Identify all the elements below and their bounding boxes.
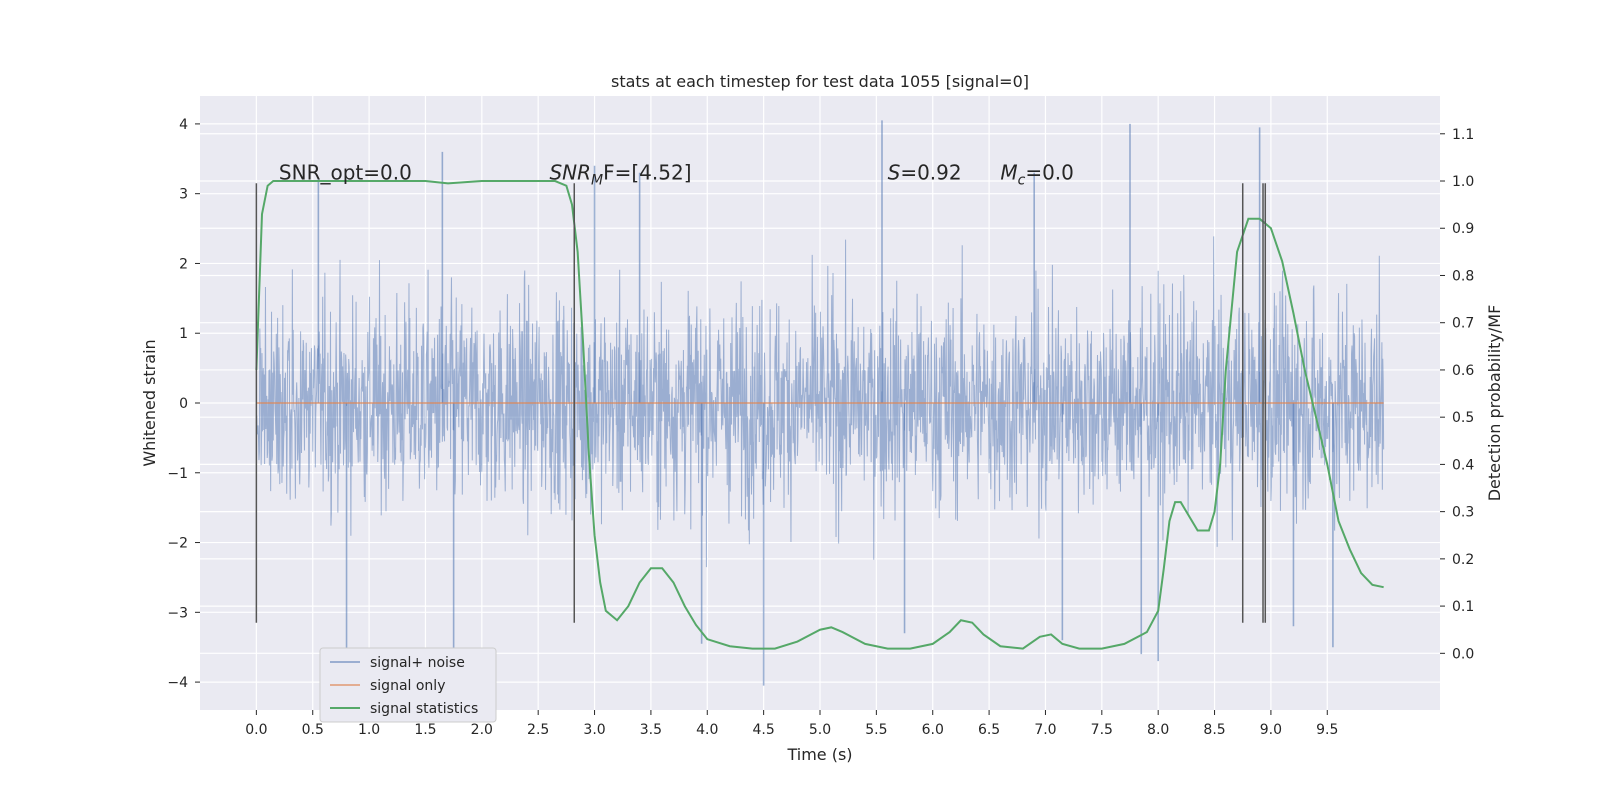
vertical-markers [255, 183, 1267, 623]
series-signal-noise [255, 236, 1385, 568]
y-tick-label: −2 [167, 536, 188, 552]
x-axis-label: Time (s) [786, 745, 852, 764]
x-tick-label: 7.5 [1091, 722, 1113, 738]
x-tick-label: 3.5 [640, 722, 662, 738]
x-tick-label: 4.0 [696, 722, 718, 738]
y2-tick-label: 0.1 [1452, 599, 1474, 615]
x-tick-label: 1.5 [414, 722, 436, 738]
x-tick-label: 8.5 [1203, 722, 1225, 738]
x-tick-label: 5.0 [809, 722, 831, 738]
legend-label-signal-statistics: signal statistics [370, 701, 478, 717]
y-tick-label: 3 [179, 187, 188, 203]
x-tick-label: 6.0 [922, 722, 944, 738]
axis-ticks: 0.0 0.5 1.0 1.5 2.0 2.5 3.0 3.5 4.0 4.5 5.0 5.5 6.0 6… [167, 117, 1474, 738]
y2-tick-label: 1.1 [1452, 127, 1474, 143]
x-tick-label: 8.0 [1147, 722, 1169, 738]
series-signal-statistics [255, 180, 1384, 650]
y2-axis-label: Detection probability/MF [1485, 305, 1504, 502]
x-tick-label: 5.5 [865, 722, 887, 738]
y2-tick-label: 0.8 [1452, 268, 1474, 284]
x-tick-label: 7.0 [1034, 722, 1056, 738]
annotations: SNR_opt=0.0 SNRMF=[4.52] S=0.92 Mc=0.0 [279, 161, 1074, 189]
x-tick-label: 1.0 [358, 722, 380, 738]
y-tick-label: 4 [179, 117, 188, 133]
y-axis-label: Whitened strain [140, 339, 159, 466]
y2-tick-label: 0.0 [1452, 646, 1474, 662]
y2-tick-label: 0.6 [1452, 363, 1474, 379]
x-tick-label: 3.0 [583, 722, 605, 738]
y2-tick-label: 0.7 [1452, 316, 1474, 332]
x-tick-label: 6.5 [978, 722, 1000, 738]
x-tick-label: 2.0 [471, 722, 493, 738]
legend-label-signal-only: signal only [370, 678, 445, 694]
x-tick-label: 2.5 [527, 722, 549, 738]
y2-tick-label: 0.3 [1452, 505, 1474, 521]
legend-box [319, 647, 497, 723]
annotation-text: Mc=0.0 [1000, 161, 1074, 189]
y-tick-label: −1 [167, 466, 188, 482]
series-layer [255, 120, 1385, 686]
x-tick-label: 0.0 [245, 722, 267, 738]
y-tick-label: 2 [179, 256, 188, 272]
x-tick-label: 0.5 [302, 722, 324, 738]
x-tick-label: 9.5 [1316, 722, 1338, 738]
x-tick-label: 9.0 [1260, 722, 1282, 738]
annotation-text: S=0.92 [888, 161, 962, 185]
y-tick-label: 1 [179, 326, 188, 342]
chart-title: stats at each timestep for test data 105… [611, 72, 1029, 91]
y-tick-label: −4 [167, 675, 188, 691]
annotation-text: SNRMF=[4.52] [549, 161, 691, 189]
y2-tick-label: 0.2 [1452, 552, 1474, 568]
y2-tick-label: 0.5 [1452, 410, 1474, 426]
y-tick-label: 0 [179, 396, 188, 412]
y2-tick-label: 0.4 [1452, 457, 1474, 473]
y2-tick-label: 1.0 [1452, 174, 1474, 190]
y-tick-label: −3 [167, 605, 188, 621]
annotation-text: SNR_opt=0.0 [279, 161, 412, 185]
legend: signal+ noise signal only signal statist… [319, 647, 497, 723]
x-tick-label: 4.5 [753, 722, 775, 738]
y2-tick-label: 0.9 [1452, 221, 1474, 237]
legend-label-signal-noise: signal+ noise [370, 655, 465, 671]
